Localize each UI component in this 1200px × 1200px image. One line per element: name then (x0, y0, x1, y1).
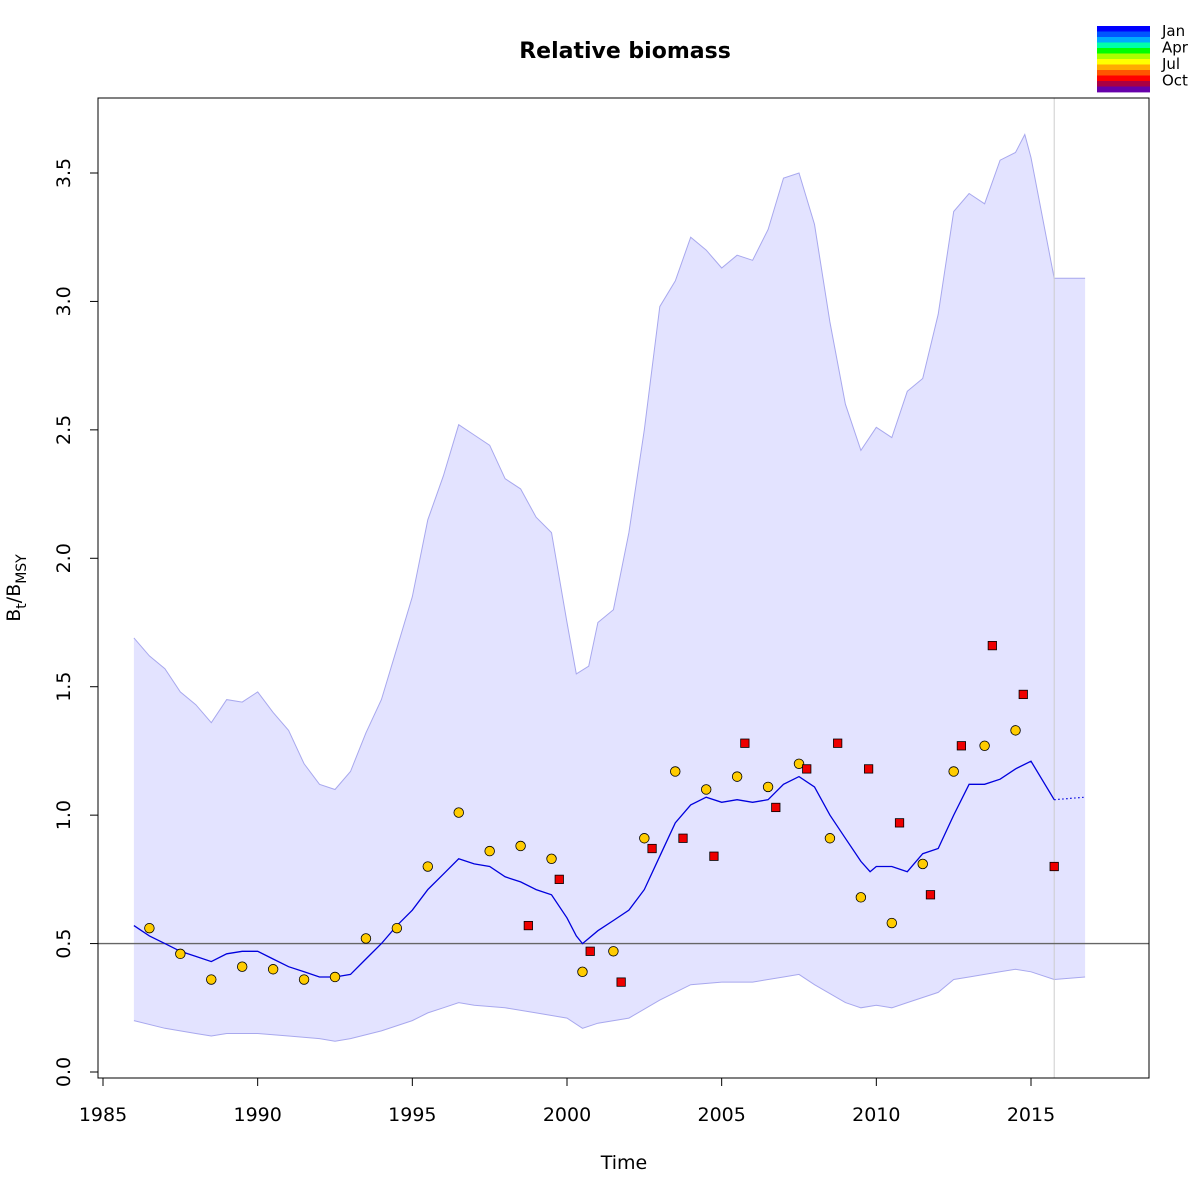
obs-point-circle (731, 771, 743, 782)
y-tick-label: 0.0 (53, 1057, 75, 1087)
obs-point-circle (670, 766, 681, 777)
obs-point-circle (236, 961, 248, 972)
legend-swatch (1097, 75, 1150, 82)
legend-swatch (1097, 31, 1150, 38)
obs-point-circle (608, 946, 619, 957)
x-tick-label: 1990 (233, 1104, 281, 1126)
obs-point-square (925, 890, 936, 900)
obs-point-circle (206, 974, 217, 985)
legend-swatch (1097, 26, 1150, 32)
legend-swatch (1097, 37, 1150, 43)
y-tick-label: 0.5 (53, 928, 75, 958)
obs-point-square (554, 874, 564, 884)
x-tick-label: 2010 (852, 1104, 900, 1126)
obs-point-square (523, 920, 533, 931)
obs-point-circle (484, 845, 495, 857)
obs-point-circle (298, 974, 310, 985)
obs-point-square (771, 802, 781, 813)
obs-point-circle (793, 758, 805, 769)
obs-point-circle (546, 853, 557, 865)
obs-point-square (709, 851, 719, 861)
legend-swatch (1097, 48, 1150, 54)
obs-point-circle (422, 861, 434, 872)
obs-point-circle (886, 917, 898, 929)
obs-point-square (833, 738, 843, 748)
obs-point-circle (1010, 725, 1021, 736)
legend-swatch (1097, 42, 1150, 49)
y-axis-label-separator: /B (3, 584, 25, 603)
obs-point-circle (329, 971, 341, 983)
y-tick-label: 1.0 (53, 800, 75, 830)
legend-swatch (1097, 59, 1150, 65)
obs-point-circle (391, 922, 403, 934)
obs-point-circle (824, 833, 836, 844)
x-tick-label: 1995 (388, 1104, 436, 1126)
obs-point-circle (917, 858, 928, 870)
legend-label: Jan (1161, 22, 1185, 40)
prediction-line (1054, 796, 1086, 801)
legend-swatch (1097, 81, 1150, 87)
y-axis-label-main: B (3, 609, 25, 622)
obs-point-circle (948, 766, 959, 777)
y-tick-label: 2.5 (53, 415, 75, 445)
obs-point-square (864, 764, 874, 774)
y-axis: 0.0 0.5 1.0 1.5 2.0 2.5 3.0 3.5 (53, 158, 99, 1087)
obs-point-circle (577, 966, 588, 978)
legend-swatch (1097, 64, 1150, 71)
median-line (133, 760, 1055, 978)
y-tick-label: 1.5 (53, 672, 75, 702)
y-tick-label: 2.0 (53, 543, 75, 573)
obs-point-circle (855, 892, 867, 903)
obs-point-circle (639, 833, 650, 844)
upper-ci-line (133, 133, 1086, 791)
x-tick-label: 2015 (1007, 1104, 1055, 1126)
obs-point-square (956, 741, 967, 751)
obs-point-square (987, 641, 997, 651)
obs-point-circle (144, 922, 155, 934)
obs-point-square (647, 843, 657, 854)
legend-label: Oct (1162, 72, 1188, 90)
obs-point-circle (762, 781, 774, 793)
obs-point-square (678, 833, 688, 843)
legend-swatch (1097, 86, 1150, 93)
confidence-band (133, 134, 1086, 1042)
x-axis: 1985 1990 1995 2000 2005 2010 2015 (79, 1077, 1055, 1126)
y-axis-label: Bt/BMSY (3, 554, 30, 622)
obs-point-square (740, 738, 750, 748)
obs-point-circle (175, 948, 186, 960)
obs-point-circle (360, 933, 372, 944)
x-axis-label: Time (600, 1152, 648, 1174)
y-axis-label-sub-msy: MSY (14, 554, 30, 584)
x-tick-label: 2005 (697, 1104, 745, 1126)
chart-title: Relative biomass (519, 39, 731, 64)
x-tick-label: 1985 (79, 1104, 127, 1126)
y-tick-label: 3.0 (53, 286, 75, 316)
x-tick-label: 2000 (543, 1104, 591, 1126)
obs-point-circle (267, 964, 279, 975)
obs-point-square (802, 764, 812, 774)
plot-area (98, 98, 1149, 1078)
y-tick-label: 3.5 (53, 158, 75, 188)
lower-ci-line (133, 968, 1086, 1042)
obs-point-square (616, 977, 626, 987)
obs-point-square (894, 818, 905, 828)
legend-swatch (1097, 70, 1150, 76)
obs-point-circle (515, 840, 526, 852)
obs-point-square (1018, 689, 1028, 700)
legend-label: Jul (1161, 55, 1180, 73)
legend-label: Apr (1162, 39, 1189, 57)
obs-point-circle (453, 807, 464, 818)
legend-swatch (1097, 53, 1150, 60)
obs-point-square (1049, 861, 1059, 872)
y-axis-label-sub-t: t (14, 603, 30, 609)
obs-point-square (585, 946, 595, 956)
obs-point-circle (979, 740, 990, 751)
obs-point-circle (701, 784, 712, 795)
